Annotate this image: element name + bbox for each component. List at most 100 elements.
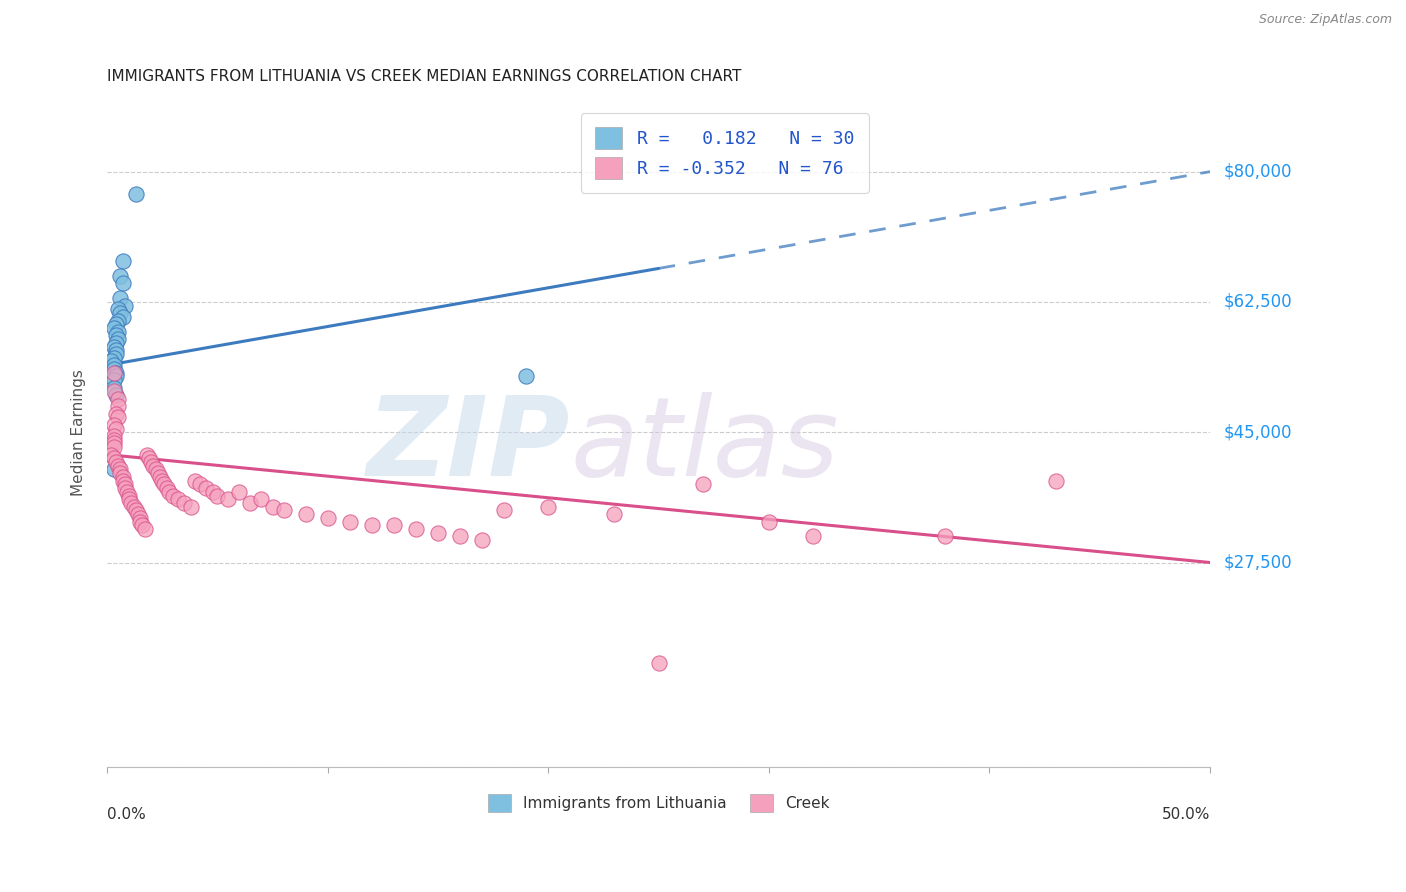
Point — [207, 489, 229, 503]
Point — [537, 500, 560, 514]
Point — [603, 507, 626, 521]
Point — [110, 291, 132, 305]
Point — [107, 313, 129, 327]
Point — [103, 433, 125, 447]
Point — [125, 503, 148, 517]
Point — [104, 421, 127, 435]
Point — [114, 477, 136, 491]
Point — [103, 366, 125, 380]
Point — [934, 529, 956, 543]
Text: ZIP: ZIP — [367, 392, 571, 500]
Point — [692, 477, 714, 491]
Point — [360, 518, 382, 533]
Point — [104, 407, 127, 421]
Point — [103, 436, 125, 450]
Point — [104, 318, 127, 332]
Point — [405, 522, 427, 536]
Point — [110, 268, 132, 283]
Point — [104, 388, 127, 402]
Point — [129, 515, 152, 529]
Point — [111, 470, 134, 484]
Point — [146, 466, 169, 480]
Point — [103, 462, 125, 476]
Text: $62,500: $62,500 — [1225, 293, 1292, 311]
Point — [103, 417, 125, 432]
Point — [162, 489, 184, 503]
Point — [103, 362, 125, 376]
Point — [471, 533, 494, 548]
Text: $80,000: $80,000 — [1225, 162, 1292, 181]
Text: 50.0%: 50.0% — [1161, 807, 1211, 822]
Point — [316, 511, 339, 525]
Point — [115, 484, 138, 499]
Point — [110, 306, 132, 320]
Point — [149, 470, 172, 484]
Point — [107, 302, 129, 317]
Point — [125, 186, 148, 201]
Point — [494, 503, 516, 517]
Point — [262, 500, 284, 514]
Point — [103, 321, 125, 335]
Point — [127, 507, 149, 521]
Point — [134, 522, 156, 536]
Point — [142, 458, 165, 473]
Point — [104, 335, 127, 350]
Point — [103, 358, 125, 372]
Point — [382, 518, 405, 533]
Point — [195, 481, 218, 495]
Point — [427, 525, 450, 540]
Point — [107, 325, 129, 339]
Point — [104, 343, 127, 358]
Point — [138, 451, 160, 466]
Point — [135, 448, 157, 462]
Point — [150, 474, 173, 488]
Text: $45,000: $45,000 — [1225, 423, 1292, 442]
Point — [250, 492, 273, 507]
Point — [103, 451, 125, 466]
Point — [120, 496, 142, 510]
Point — [111, 310, 134, 324]
Point — [801, 529, 824, 543]
Point — [157, 484, 180, 499]
Point — [104, 455, 127, 469]
Point — [239, 496, 262, 510]
Point — [103, 351, 125, 365]
Point — [145, 462, 167, 476]
Point — [107, 392, 129, 406]
Point — [118, 492, 141, 507]
Point — [339, 515, 361, 529]
Text: IMMIGRANTS FROM LITHUANIA VS CREEK MEDIAN EARNINGS CORRELATION CHART: IMMIGRANTS FROM LITHUANIA VS CREEK MEDIA… — [107, 69, 741, 84]
Point — [449, 529, 471, 543]
Point — [180, 500, 202, 514]
Point — [103, 429, 125, 443]
Point — [107, 458, 129, 473]
Point — [110, 466, 132, 480]
Point — [114, 299, 136, 313]
Point — [156, 481, 179, 495]
Point — [104, 366, 127, 380]
Point — [1045, 474, 1067, 488]
Point — [201, 484, 224, 499]
Point — [122, 500, 145, 514]
Point — [129, 511, 152, 525]
Point — [103, 440, 125, 454]
Point — [107, 332, 129, 346]
Text: Source: ZipAtlas.com: Source: ZipAtlas.com — [1258, 13, 1392, 27]
Point — [110, 462, 132, 476]
Point — [100, 448, 122, 462]
Point — [131, 518, 153, 533]
Point — [758, 515, 780, 529]
Legend: Immigrants from Lithuania, Creek: Immigrants from Lithuania, Creek — [481, 786, 837, 820]
Point — [100, 354, 122, 368]
Point — [103, 380, 125, 394]
Point — [647, 656, 669, 670]
Point — [217, 492, 239, 507]
Point — [228, 484, 250, 499]
Point — [184, 474, 207, 488]
Point — [141, 455, 163, 469]
Point — [294, 507, 316, 521]
Point — [103, 373, 125, 387]
Point — [273, 503, 295, 517]
Point — [103, 384, 125, 399]
Point — [103, 340, 125, 354]
